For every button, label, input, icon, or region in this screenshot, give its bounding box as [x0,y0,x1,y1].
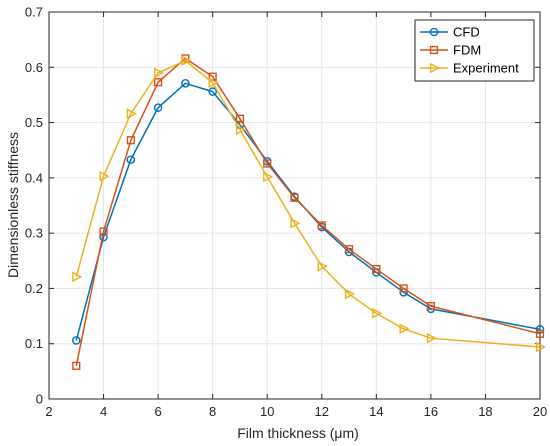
data-point-experiment [535,341,546,353]
data-point-experiment [99,170,110,182]
y-tick-label: 0.1 [25,336,43,351]
data-point-experiment [235,124,246,136]
data-point-experiment [372,307,383,319]
legend-label: Experiment [453,61,519,76]
data-point-experiment [181,55,192,67]
data-point-experiment [72,271,83,283]
data-point-cfd [181,79,190,88]
data-point-experiment [126,108,137,120]
legend-item-cfd: CFD [420,25,480,40]
y-tick-label: 0 [36,392,43,407]
y-tick-label: 0.2 [25,281,43,296]
data-point-cfd [126,155,136,164]
y-tick-label: 0.3 [25,226,43,241]
x-tick-label: 14 [369,404,383,419]
x-tick-label: 12 [315,404,329,419]
legend-marker [429,45,439,55]
data-point-cfd [535,325,545,334]
series-line-fdm [75,57,541,366]
y-axis-title: Dimensionless stiffness [5,132,21,278]
y-tick-label: 0.7 [25,5,43,20]
data-point-fdm [290,193,299,202]
data-point-fdm [535,329,545,338]
legend-label: CFD [453,25,480,40]
y-tick-label: 0.6 [25,60,43,75]
data-point-fdm [154,78,163,87]
series-experiment [72,55,546,353]
y-tick-label: 0.4 [25,170,43,185]
data-point-experiment [154,67,164,79]
data-point-fdm [99,227,108,236]
legend-marker [429,62,440,74]
x-tick-label: 2 [45,404,52,419]
data-point-experiment [399,323,410,335]
data-point-fdm [235,114,245,123]
data-point-experiment [317,260,328,272]
x-tick-label: 20 [533,404,547,419]
data-point-fdm [399,284,408,293]
data-point-fdm [344,245,354,254]
series-fdm [72,54,545,370]
data-point-experiment [208,77,219,89]
legend-label: FDM [453,43,481,58]
data-point-experiment [290,217,301,229]
data-point-fdm [317,221,326,230]
x-tick-label: 10 [260,404,274,419]
legend-marker [429,27,439,37]
data-point-experiment [263,171,274,183]
series-line-cfd [75,82,541,341]
data-point-experiment [426,332,437,344]
axes-box [48,11,541,400]
axes: 2 4 6 8 10 12 14 16 18 20 0 0.1 0.2 0.3 0.4 0.5 0.6 0.7 [25,5,547,420]
y-tick-label: 0.5 [25,115,43,130]
series-group [71,54,546,370]
data-point-fdm [126,136,135,145]
legend-item-fdm: FDM [420,43,481,58]
data-point-fdm [263,159,272,168]
legend-item-experiment: Experiment [420,61,519,76]
x-tick-label: 8 [209,404,216,419]
data-point-experiment [344,288,355,300]
series-line-experiment [75,59,541,348]
x-tick-label: 16 [424,404,438,419]
data-point-fdm [426,302,435,311]
x-tick-label: 18 [478,404,492,419]
data-point-fdm [372,264,381,274]
x-axis-title: Film thickness (μm) [237,425,359,441]
data-point-cfd [208,87,217,96]
legend: CFD FDM Experiment [414,19,535,82]
x-tick-label: 4 [100,404,107,419]
data-point-cfd [71,336,81,345]
data-point-cfd [153,103,163,112]
data-point-fdm [72,361,81,370]
x-tick-label: 6 [154,404,161,419]
